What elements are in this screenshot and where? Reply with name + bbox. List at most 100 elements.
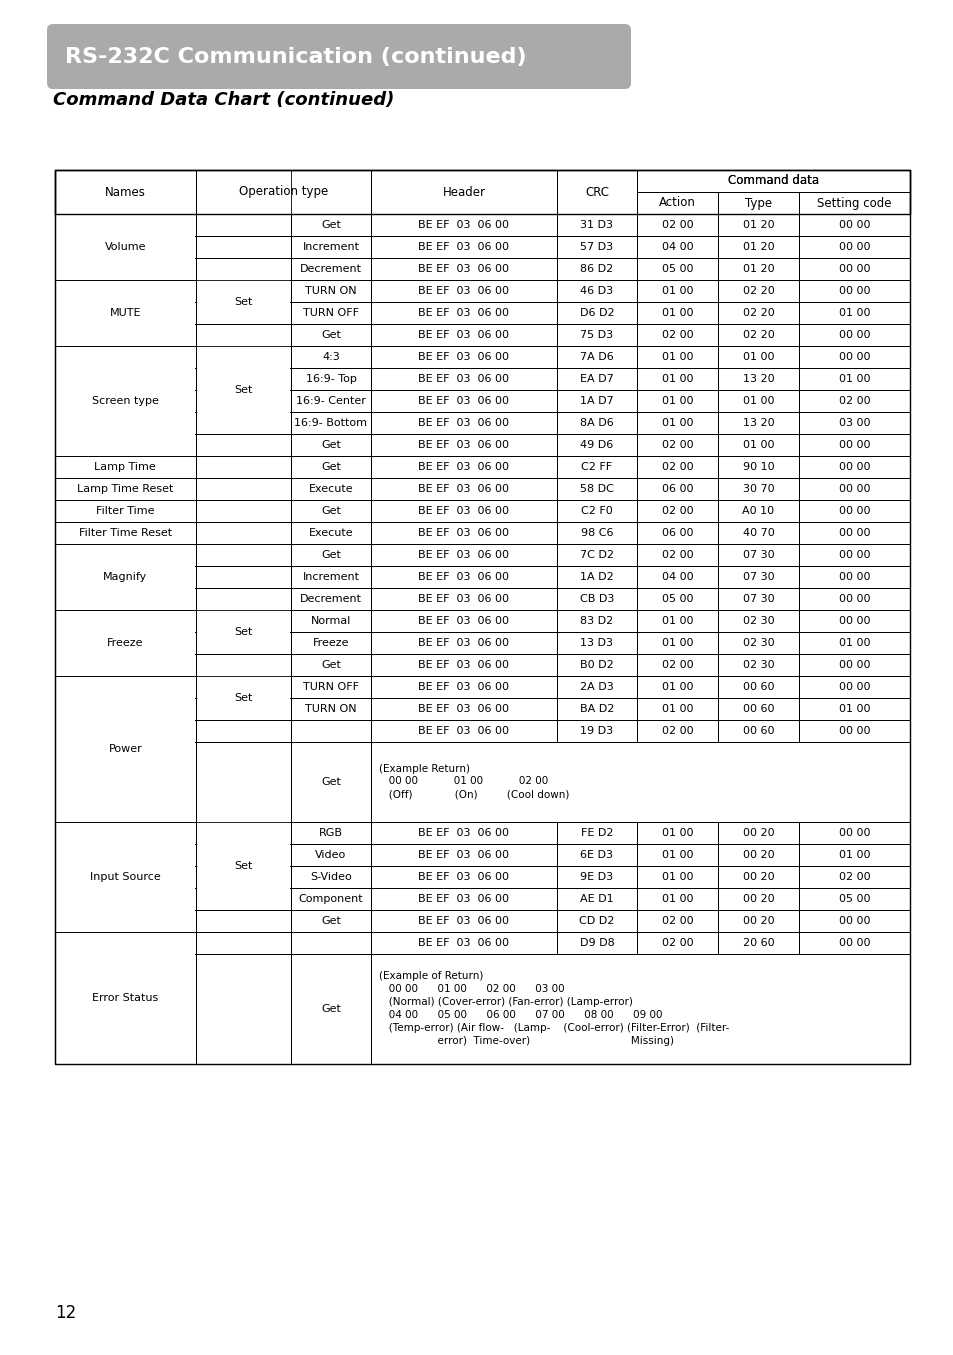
Text: 58 DC: 58 DC (579, 484, 614, 495)
Bar (718, 543, 798, 566)
Bar (637, 911, 718, 932)
Text: 86 D2: 86 D2 (579, 264, 613, 274)
Bar (55, 412, 195, 434)
Bar (371, 346, 556, 369)
Bar (556, 631, 637, 654)
Bar (291, 743, 371, 822)
Text: 00 60: 00 60 (742, 705, 774, 714)
Text: Filter Time: Filter Time (96, 505, 154, 516)
Bar (55, 676, 195, 821)
Bar (556, 676, 637, 698)
Text: 00 60: 00 60 (742, 682, 774, 692)
Bar (55, 610, 195, 631)
Text: 02 00: 02 00 (661, 505, 693, 516)
Text: 00 00: 00 00 (838, 593, 869, 604)
Text: Power: Power (109, 744, 142, 753)
Bar (195, 236, 291, 257)
Text: FE D2: FE D2 (580, 828, 613, 837)
Text: Input Source: Input Source (90, 873, 160, 882)
Bar (291, 866, 371, 888)
Bar (371, 954, 909, 1064)
Text: BE EF  03  06 00: BE EF 03 06 00 (418, 505, 509, 516)
Text: 40 70: 40 70 (741, 528, 774, 538)
Text: (Example Return): (Example Return) (379, 763, 470, 774)
Bar (556, 214, 637, 236)
Bar (195, 369, 291, 390)
Bar (371, 369, 556, 390)
Bar (718, 654, 798, 676)
Text: BE EF  03  06 00: BE EF 03 06 00 (418, 593, 509, 604)
Bar (195, 888, 291, 911)
Bar (55, 257, 195, 280)
Text: Error Status: Error Status (92, 993, 158, 1003)
Bar (291, 457, 371, 478)
Text: BE EF  03  06 00: BE EF 03 06 00 (418, 916, 509, 925)
Text: RGB: RGB (318, 828, 343, 837)
Bar (637, 457, 718, 478)
Bar (291, 720, 371, 743)
Bar (718, 236, 798, 257)
Text: 6E D3: 6E D3 (579, 850, 613, 860)
Bar (55, 236, 195, 257)
Text: 01 00: 01 00 (742, 440, 774, 450)
Bar (798, 911, 909, 932)
Bar (55, 543, 195, 566)
Text: (Example of Return): (Example of Return) (379, 972, 483, 981)
Bar (556, 478, 637, 500)
Text: BE EF  03  06 00: BE EF 03 06 00 (418, 660, 509, 669)
Text: Command data: Command data (727, 175, 819, 187)
Bar (195, 543, 291, 566)
Text: Set: Set (233, 627, 252, 637)
Text: Increment: Increment (302, 243, 359, 252)
Text: BE EF  03  06 00: BE EF 03 06 00 (418, 528, 509, 538)
Text: 12: 12 (55, 1304, 76, 1322)
Bar (55, 932, 195, 1064)
Bar (55, 369, 195, 390)
Bar (371, 866, 556, 888)
Bar (371, 698, 556, 720)
Bar (718, 844, 798, 866)
Text: 00 20: 00 20 (741, 873, 774, 882)
Bar (371, 588, 556, 610)
Text: 01 00: 01 00 (838, 705, 869, 714)
Bar (371, 844, 556, 866)
Bar (718, 192, 798, 214)
Bar (798, 654, 909, 676)
Bar (556, 324, 637, 346)
Bar (195, 347, 290, 434)
Bar (55, 457, 195, 477)
Bar (195, 412, 291, 434)
Bar (637, 257, 718, 280)
Bar (371, 911, 556, 932)
Bar (371, 610, 556, 631)
Bar (798, 866, 909, 888)
Bar (637, 171, 909, 191)
Text: 01 00: 01 00 (661, 873, 693, 882)
Text: Get: Get (321, 550, 340, 560)
Text: BE EF  03  06 00: BE EF 03 06 00 (418, 572, 509, 583)
Bar (291, 302, 371, 324)
Text: 02 00: 02 00 (661, 440, 693, 450)
Text: BE EF  03  06 00: BE EF 03 06 00 (418, 440, 509, 450)
Text: S-Video: S-Video (310, 873, 352, 882)
Bar (556, 236, 637, 257)
Bar (195, 214, 291, 236)
Bar (556, 169, 637, 214)
Bar (718, 412, 798, 434)
Bar (291, 844, 371, 866)
Text: 16:9- Bottom: 16:9- Bottom (294, 417, 367, 428)
Bar (718, 257, 798, 280)
Bar (55, 434, 195, 457)
Text: BE EF  03  06 00: BE EF 03 06 00 (418, 220, 509, 230)
Bar (371, 236, 556, 257)
Bar (798, 566, 909, 588)
Bar (798, 302, 909, 324)
Bar (637, 434, 718, 457)
Bar (291, 500, 371, 522)
Bar (637, 324, 718, 346)
Bar (55, 866, 195, 888)
Bar (291, 888, 371, 911)
Bar (291, 369, 371, 390)
Bar (798, 324, 909, 346)
Text: 02 00: 02 00 (661, 550, 693, 560)
